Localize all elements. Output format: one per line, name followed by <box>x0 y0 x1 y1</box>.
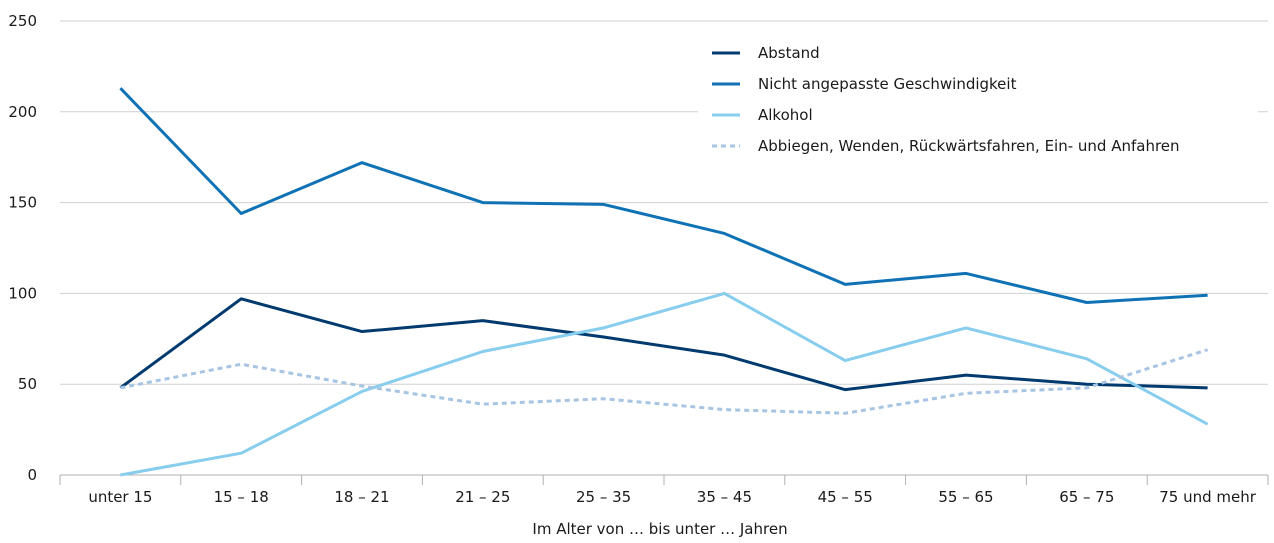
x-tick-label: 65 – 75 <box>1059 488 1114 506</box>
x-tick-label: unter 15 <box>88 488 152 506</box>
legend-label-1: Nicht angepasste Geschwindigkeit <box>758 75 1017 93</box>
legend-label-2: Alkohol <box>758 106 813 124</box>
series-line-1 <box>119 87 1208 304</box>
x-axis: unter 15 15 – 18 18 – 21 21 – 25 25 – 35 35 –… <box>59 474 1269 506</box>
series-line-2 <box>120 291 1209 477</box>
legend: Abstand Nicht angepasste Geschwindigkeit A… <box>712 44 1180 155</box>
y-tick-label: 250 <box>8 12 37 30</box>
x-tick-label: 55 – 65 <box>938 488 993 506</box>
y-axis-ticks: 0 50 100 150 200 250 <box>8 12 37 484</box>
x-tick-label: 45 – 55 <box>818 488 873 506</box>
legend-background <box>698 30 1258 170</box>
legend-label-3: Abbiegen, Wenden, Rückwärtsfahren, Ein- … <box>758 137 1180 155</box>
x-tick-label: 75 und mehr <box>1159 488 1257 506</box>
series-line-0 <box>119 297 1208 392</box>
y-tick-label: 100 <box>8 284 37 302</box>
x-tick-label: 21 – 25 <box>455 488 510 506</box>
series-line-3 <box>120 348 1209 415</box>
x-axis-title: Im Alter von … bis unter … Jahren <box>532 520 787 538</box>
x-tick-label: 25 – 35 <box>576 488 631 506</box>
x-tick-label: 35 – 45 <box>697 488 752 506</box>
y-tick-label: 0 <box>27 466 37 484</box>
legend-label-0: Abstand <box>758 44 820 62</box>
y-tick-label: 200 <box>8 103 37 121</box>
x-tick-label: 18 – 21 <box>334 488 389 506</box>
series-lines <box>119 87 1209 477</box>
x-tick-label: 15 – 18 <box>214 488 269 506</box>
y-tick-label: 150 <box>8 194 37 212</box>
y-tick-label: 50 <box>18 375 37 393</box>
